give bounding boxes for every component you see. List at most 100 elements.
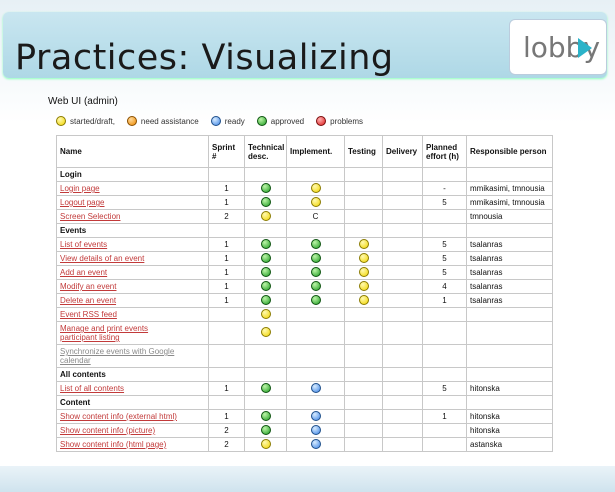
empty-cell: [208, 395, 245, 410]
yellow-status-icon: [310, 196, 321, 207]
empty-cell: [286, 395, 345, 410]
feature-link[interactable]: Screen Selection: [60, 212, 121, 221]
sprint-cell: [208, 344, 245, 368]
impl-status-cell: [286, 409, 345, 424]
responsible-person-cell: tsalanras: [466, 251, 553, 266]
feature-name: Screen Selection: [56, 209, 209, 224]
slide-footer: [0, 466, 615, 492]
sprint-cell: 1: [208, 265, 245, 280]
feature-link[interactable]: Delete an event: [60, 296, 117, 305]
red-status-icon: [316, 116, 327, 126]
responsible-person-cell: [466, 344, 553, 368]
tech-status-cell: [244, 409, 287, 424]
feature-link[interactable]: View details of an event: [60, 254, 145, 263]
deliv-status-cell: [382, 381, 423, 396]
empty-cell: [422, 395, 467, 410]
table-row: Login page 1 - mmikasimi, tmnousia: [56, 181, 553, 196]
feature-link[interactable]: Show content info (html page): [60, 440, 167, 449]
deliv-status-cell: [382, 181, 423, 196]
tech-status-cell: [244, 195, 287, 210]
empty-cell: [208, 167, 245, 182]
blue-status-icon: [310, 410, 321, 421]
test-status-cell: [344, 237, 383, 252]
sprint-cell: 2: [208, 209, 245, 224]
feature-name: List of events: [56, 237, 209, 252]
column-header: Responsible person: [466, 135, 553, 168]
feature-name: Modify an event: [56, 279, 209, 294]
impl-status-cell: [286, 344, 345, 368]
impl-status-cell: [286, 437, 345, 452]
green-status-icon: [260, 294, 271, 305]
column-header: Planned effort (h): [422, 135, 467, 168]
feature-link[interactable]: participant listing: [60, 333, 120, 342]
table-row: Event RSS feed: [56, 307, 553, 322]
deliv-status-cell: [382, 437, 423, 452]
responsible-person-cell: [466, 321, 553, 345]
feature-name: Logout page: [56, 195, 209, 210]
feature-link[interactable]: Synchronize events with Google: [60, 347, 175, 356]
deliv-status-cell: [382, 423, 423, 438]
feature-name: Login page: [56, 181, 209, 196]
feature-link[interactable]: Login page: [60, 184, 100, 193]
empty-cell: [344, 367, 383, 382]
logo-arrow-icon: [578, 38, 592, 58]
responsible-person-cell: hitonska: [466, 423, 553, 438]
responsible-person-cell: tsalanras: [466, 265, 553, 280]
empty-cell: [244, 395, 287, 410]
tech-status-cell: [244, 251, 287, 266]
feature-link[interactable]: Manage and print events: [60, 324, 149, 333]
effort-cell: 1: [422, 293, 467, 308]
feature-name: Synchronize events with Google calendar: [56, 344, 209, 368]
blue-status-icon: [310, 424, 321, 435]
yellow-status-icon: [260, 327, 271, 337]
orange-status-icon: [126, 116, 137, 126]
table-row: Logout page 1 5 mmikasimi, tmnousia: [56, 195, 553, 210]
table-row: List of events 1 5 tsalanras: [56, 237, 553, 252]
column-header: Sprint #: [208, 135, 245, 168]
feature-link[interactable]: Add an event: [60, 268, 108, 277]
test-status-cell: [344, 381, 383, 396]
effort-cell: [422, 423, 467, 438]
empty-cell: [286, 367, 345, 382]
feature-link[interactable]: List of all contents: [60, 384, 125, 393]
table-row: Show content info (external html) 1 1 hiton…: [56, 409, 553, 424]
effort-cell: [422, 437, 467, 452]
test-status-cell: [344, 279, 383, 294]
feature-link[interactable]: calendar: [60, 356, 91, 365]
deliv-status-cell: [382, 409, 423, 424]
deliv-status-cell: [382, 195, 423, 210]
section-title: Login: [56, 167, 209, 182]
empty-cell: [466, 167, 553, 182]
green-status-icon: [260, 410, 271, 421]
responsible-person-cell: mmikasimi, tmnousia: [466, 195, 553, 210]
responsible-person-cell: astanska: [466, 437, 553, 452]
empty-cell: [422, 167, 467, 182]
sprint-cell: 1: [208, 381, 245, 396]
feature-link[interactable]: List of events: [60, 240, 108, 249]
feature-name: Event RSS feed: [56, 307, 209, 322]
section-row: Events: [56, 223, 553, 238]
deliv-status-cell: [382, 307, 423, 322]
section-row: Login: [56, 167, 553, 182]
impl-status-cell: [286, 265, 345, 280]
effort-cell: 5: [422, 237, 467, 252]
table-row: Modify an event 1 4 tsalanras: [56, 279, 553, 294]
test-status-cell: [344, 321, 383, 345]
tech-status-cell: [244, 423, 287, 438]
tech-status-cell: [244, 279, 287, 294]
tech-status-cell: [244, 181, 287, 196]
yellow-status-icon: [260, 210, 271, 221]
section-row: All contents: [56, 367, 553, 382]
feature-link[interactable]: Event RSS feed: [60, 310, 117, 319]
deliv-status-cell: [382, 321, 423, 345]
feature-link[interactable]: Logout page: [60, 198, 105, 207]
feature-name: Delete an event: [56, 293, 209, 308]
empty-cell: [382, 367, 423, 382]
yellow-status-icon: [260, 308, 271, 319]
feature-link[interactable]: Show content info (picture): [60, 426, 156, 435]
feature-link[interactable]: Show content info (external html): [60, 412, 177, 421]
feature-link[interactable]: Modify an event: [60, 282, 117, 291]
empty-cell: [244, 223, 287, 238]
responsible-person-cell: [466, 307, 553, 322]
